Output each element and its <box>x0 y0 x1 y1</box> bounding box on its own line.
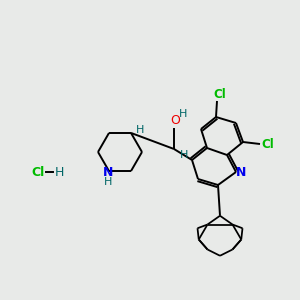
Text: H: H <box>54 166 64 178</box>
Text: H: H <box>104 177 112 187</box>
Text: Cl: Cl <box>262 137 275 151</box>
Text: H: H <box>136 125 144 135</box>
Text: H: H <box>180 150 188 160</box>
Text: H: H <box>179 109 187 119</box>
Text: N: N <box>103 166 113 178</box>
Text: N: N <box>236 167 246 179</box>
Text: Cl: Cl <box>214 88 226 100</box>
Text: Cl: Cl <box>32 166 45 178</box>
Text: O: O <box>170 115 180 128</box>
